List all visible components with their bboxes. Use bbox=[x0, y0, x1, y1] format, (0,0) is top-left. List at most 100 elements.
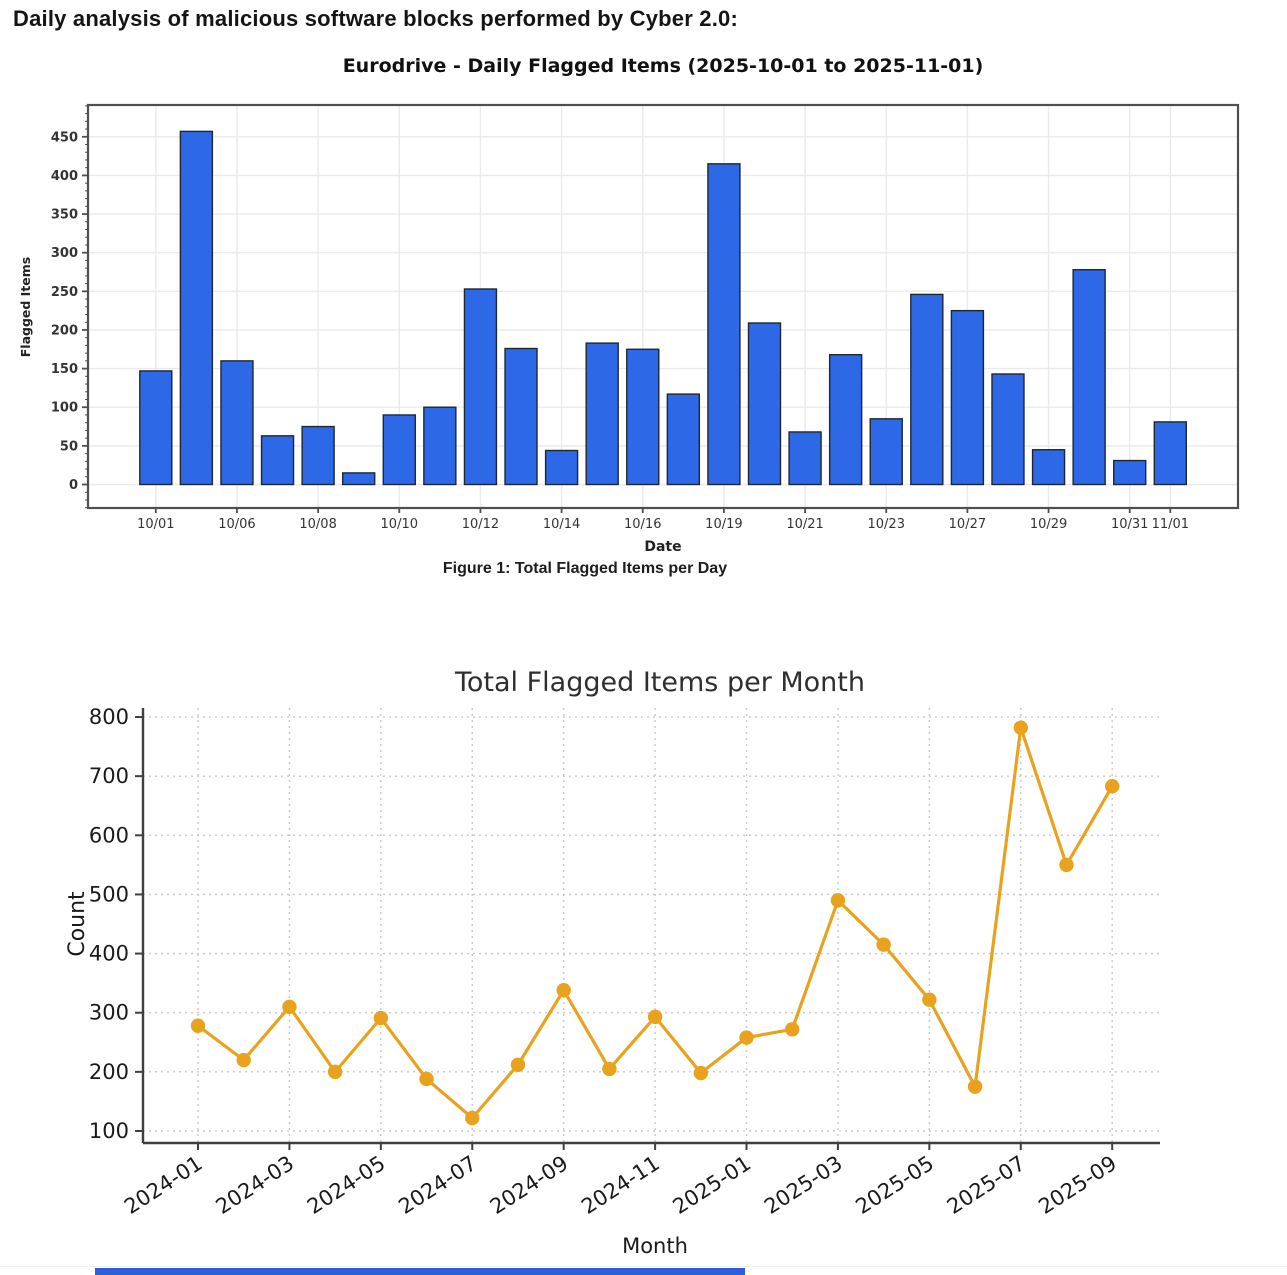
bar-x-tick-label: 10/29 bbox=[1030, 517, 1067, 532]
data-point bbox=[647, 1009, 663, 1025]
bar-y-tick-label: 400 bbox=[51, 169, 78, 184]
bar bbox=[707, 163, 741, 486]
bar bbox=[1113, 459, 1147, 486]
data-point bbox=[327, 1064, 343, 1080]
data-point bbox=[1059, 857, 1074, 873]
line-x-tick-label: 2025-03 bbox=[760, 1151, 847, 1219]
bar-x-tick-label: 10/23 bbox=[868, 517, 905, 532]
bar bbox=[666, 393, 701, 486]
line-x-tick-label: 2024-07 bbox=[394, 1151, 481, 1219]
data-point bbox=[602, 1061, 617, 1077]
data-point bbox=[739, 1030, 754, 1045]
data-point bbox=[236, 1052, 251, 1068]
bar bbox=[747, 322, 782, 486]
bar-x-tick-label: 11/01 bbox=[1152, 517, 1189, 532]
bar-xaxis-label: Date bbox=[644, 539, 681, 555]
line-x-tick-label: 2024-05 bbox=[303, 1151, 390, 1219]
bar bbox=[544, 449, 579, 486]
bar bbox=[991, 373, 1025, 486]
line-y-tick-label: 500 bbox=[89, 882, 129, 906]
data-point bbox=[556, 983, 571, 998]
line-x-tick-label: 2025-07 bbox=[943, 1151, 1030, 1219]
bar-x-tick-label: 10/08 bbox=[299, 517, 336, 532]
line-x-tick-label: 2025-01 bbox=[669, 1151, 756, 1219]
bar bbox=[139, 370, 173, 486]
data-point bbox=[419, 1071, 434, 1087]
line-x-tick-label: 2024-03 bbox=[211, 1151, 298, 1219]
data-point bbox=[465, 1110, 480, 1126]
bar bbox=[626, 348, 660, 486]
monthly-flagged-line-chart: Total Flagged Items per Month 100 200 300 40… bbox=[65, 667, 1160, 1258]
data-point bbox=[830, 893, 846, 908]
bar-x-tick-label: 10/10 bbox=[381, 517, 418, 532]
bar bbox=[382, 414, 416, 486]
bar bbox=[260, 435, 295, 486]
line-y-tick-label: 700 bbox=[89, 764, 129, 788]
bar-chart-title: Eurodrive - Daily Flagged Items (2025-10… bbox=[343, 55, 984, 77]
bar-y-tick-label: 450 bbox=[51, 130, 78, 145]
bar-x-tick-label: 10/16 bbox=[624, 517, 661, 532]
line-x-tick-label: 2024-11 bbox=[577, 1151, 664, 1219]
line-chart-title: Total Flagged Items per Month bbox=[454, 667, 865, 698]
bar bbox=[1031, 449, 1066, 486]
bar-y-tick-label: 150 bbox=[51, 362, 78, 377]
data-point bbox=[693, 1065, 709, 1081]
bar-y-tick-label: 300 bbox=[51, 246, 78, 261]
bar-yaxis-label: Flagged Items bbox=[18, 257, 33, 358]
bar bbox=[910, 293, 944, 486]
data-point bbox=[282, 999, 297, 1015]
bar bbox=[504, 347, 538, 486]
bar-x-tick-label: 10/14 bbox=[543, 517, 580, 532]
bar-x-tick-label: 10/12 bbox=[462, 517, 499, 532]
line-x-tick-label: 2025-09 bbox=[1034, 1151, 1121, 1219]
bar-y-tick-label: 200 bbox=[51, 323, 78, 338]
line-x-tick-label: 2024-01 bbox=[120, 1151, 207, 1219]
bar bbox=[301, 425, 335, 486]
bar bbox=[179, 130, 214, 486]
data-point bbox=[876, 937, 891, 952]
line-xaxis-label: Month bbox=[622, 1234, 688, 1258]
bar-y-tick-label: 50 bbox=[60, 439, 78, 454]
bar-x-tick-label: 10/27 bbox=[949, 517, 986, 532]
data-point bbox=[1105, 779, 1120, 794]
bar-x-tick-label: 10/31 bbox=[1111, 517, 1148, 532]
bar bbox=[788, 431, 822, 486]
data-point bbox=[190, 1018, 206, 1033]
bar bbox=[828, 353, 863, 486]
bar-y-tick-label: 100 bbox=[51, 401, 78, 416]
line-y-tick-label: 400 bbox=[89, 942, 129, 966]
figure1-caption: Figure 1: Total Flagged Items per Day bbox=[442, 560, 728, 577]
bar bbox=[423, 406, 457, 486]
data-point bbox=[510, 1057, 526, 1072]
bar bbox=[1072, 268, 1106, 486]
data-point bbox=[922, 992, 937, 1007]
bar bbox=[342, 472, 376, 486]
document-header-text: Daily analysis of malicious software blo… bbox=[13, 6, 738, 31]
bar-x-tick-label: 10/19 bbox=[705, 517, 742, 532]
data-point bbox=[373, 1010, 389, 1026]
data-point bbox=[785, 1022, 800, 1037]
data-point bbox=[967, 1079, 983, 1094]
bar-y-tick-label: 350 bbox=[51, 208, 78, 223]
line-yaxis-label: Count bbox=[65, 891, 90, 957]
bar bbox=[463, 288, 498, 486]
line-x-tick-label: 2024-09 bbox=[486, 1151, 573, 1219]
bar-x-tick-label: 10/01 bbox=[137, 517, 174, 532]
line-y-tick-label: 800 bbox=[89, 705, 129, 729]
bar-x-tick-label: 10/21 bbox=[786, 517, 823, 532]
line-y-tick-label: 100 bbox=[89, 1119, 129, 1143]
data-point bbox=[1013, 720, 1028, 735]
horizontal-scrollbar-thumb[interactable] bbox=[95, 1268, 745, 1275]
bar bbox=[1153, 421, 1188, 486]
bar bbox=[220, 360, 254, 486]
line-y-tick-label: 600 bbox=[89, 823, 129, 847]
daily-flagged-bar-chart: Eurodrive - Daily Flagged Items (2025-10… bbox=[18, 55, 1240, 555]
line-x-tick-label: 2025-05 bbox=[851, 1151, 938, 1219]
line-y-tick-label: 200 bbox=[89, 1060, 129, 1084]
bar bbox=[869, 418, 903, 486]
bar-x-tick-label: 10/06 bbox=[218, 517, 255, 532]
bar-y-tick-label: 250 bbox=[51, 285, 78, 300]
bar-chart-frame bbox=[86, 103, 1240, 510]
bar bbox=[950, 309, 985, 486]
